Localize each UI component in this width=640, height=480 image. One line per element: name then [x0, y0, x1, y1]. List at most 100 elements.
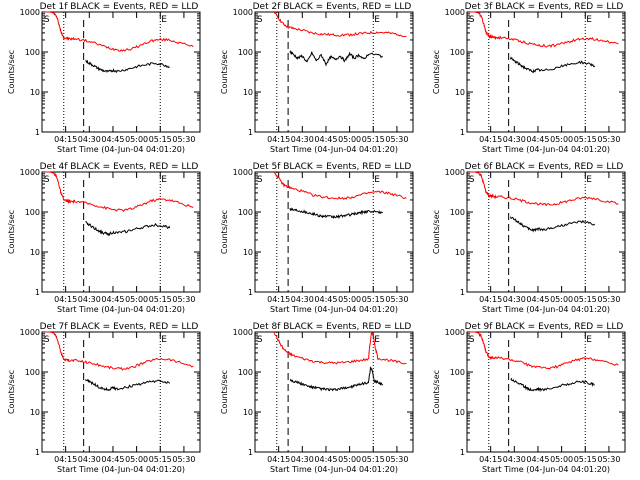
start-marker-label: S — [469, 335, 475, 345]
start-marker-label: S — [44, 15, 50, 25]
y-axis-label: Counts/sec — [220, 370, 229, 414]
y-tick-label: 10 — [243, 248, 253, 257]
events-series-line — [510, 216, 596, 233]
x-tick-label: 05:00 — [338, 135, 361, 144]
x-tick-label: 05:30 — [597, 135, 620, 144]
y-tick-label: 100 — [238, 48, 253, 57]
x-axis-label: Start Time (04-Jun-04 04:01:20) — [270, 305, 398, 314]
end-marker-label: E — [374, 15, 380, 25]
events-series-line — [85, 378, 171, 392]
lld-series-line — [44, 11, 194, 52]
y-tick-label: 10 — [243, 88, 253, 97]
x-tick-label: 04:30 — [503, 455, 526, 464]
start-marker-label: S — [257, 175, 263, 185]
x-tick-label: 05:15 — [574, 135, 597, 144]
end-marker-label: E — [374, 335, 380, 345]
x-tick-label: 05:30 — [172, 455, 195, 464]
x-axis-label: Start Time (04-Jun-04 04:01:20) — [270, 145, 398, 154]
lld-series-line — [273, 171, 407, 200]
y-tick-label: 10 — [30, 88, 40, 97]
chart-title: Det 4f BLACK = Events, RED = LLD — [40, 162, 199, 172]
chart-panel-3: Det 3f BLACK = Events, RED = LLD 1 10 100 10… — [432, 2, 626, 154]
x-tick-label: 05:30 — [385, 295, 408, 304]
x-tick-label: 04:30 — [291, 295, 314, 304]
y-tick-label: 10 — [30, 408, 40, 417]
lld-series-line — [273, 11, 407, 38]
chart-title: Det 7f BLACK = Events, RED = LLD — [40, 322, 199, 332]
y-axis-label: Counts/sec — [220, 50, 229, 94]
y-tick-label: 100 — [450, 368, 465, 377]
plot-frame — [41, 171, 201, 293]
y-tick-label: 10 — [455, 88, 465, 97]
x-tick-label: 04:45 — [101, 135, 124, 144]
end-marker-label: E — [374, 175, 380, 185]
plot-frame — [466, 171, 626, 293]
y-tick-label: 100 — [25, 48, 40, 57]
y-tick-label: 1 — [35, 448, 40, 457]
y-axis-label: Counts/sec — [7, 50, 16, 94]
lld-series-line — [44, 171, 194, 213]
chart-panel-5: Det 5f BLACK = Events, RED = LLD 1 10 100 10… — [220, 162, 414, 314]
x-axis-label: Start Time (04-Jun-04 04:01:20) — [57, 465, 185, 474]
x-tick-label: 05:00 — [550, 455, 573, 464]
y-tick-label: 100 — [25, 208, 40, 217]
y-tick-label: 1 — [248, 128, 253, 137]
lld-series-line — [469, 171, 619, 207]
x-tick-label: 04:45 — [526, 135, 549, 144]
x-tick-label: 04:30 — [78, 295, 101, 304]
x-tick-label: 04:15 — [479, 135, 502, 144]
x-tick-label: 05:15 — [149, 455, 172, 464]
y-axis-label: Counts/sec — [7, 370, 16, 414]
start-marker-label: S — [257, 335, 263, 345]
chart-panel-6: Det 6f BLACK = Events, RED = LLD 1 10 100 10… — [432, 162, 626, 314]
x-axis-label: Start Time (04-Jun-04 04:01:20) — [57, 145, 185, 154]
x-tick-label: 05:15 — [362, 455, 385, 464]
x-tick-label: 05:00 — [125, 455, 148, 464]
x-tick-label: 05:15 — [574, 455, 597, 464]
x-tick-label: 04:30 — [503, 295, 526, 304]
x-tick-label: 04:15 — [54, 135, 77, 144]
lld-series-line — [273, 330, 407, 365]
lld-series-line — [469, 331, 619, 370]
y-tick-label: 10 — [455, 408, 465, 417]
y-axis-label: Counts/sec — [220, 210, 229, 254]
x-tick-label: 05:15 — [149, 295, 172, 304]
x-tick-label: 04:30 — [78, 455, 101, 464]
chart-panel-9: Det 9f BLACK = Events, RED = LLD 1 10 100 10… — [432, 322, 626, 474]
x-tick-label: 05:00 — [550, 135, 573, 144]
end-marker-label: E — [586, 175, 592, 185]
y-tick-label: 100 — [238, 368, 253, 377]
chart-title: Det 5f BLACK = Events, RED = LLD — [253, 162, 412, 172]
x-tick-label: 04:45 — [101, 295, 124, 304]
x-tick-label: 05:30 — [597, 295, 620, 304]
end-marker-label: E — [161, 15, 167, 25]
start-marker-label: S — [257, 15, 263, 25]
chart-panel-7: Det 7f BLACK = Events, RED = LLD 1 10 100 10… — [7, 322, 201, 474]
x-tick-label: 05:15 — [149, 135, 172, 144]
events-series-line — [510, 377, 595, 392]
x-tick-label: 04:45 — [526, 295, 549, 304]
chart-panel-8: Det 8f BLACK = Events, RED = LLD 1 10 100 10… — [220, 322, 414, 474]
chart-panel-1: Det 1f BLACK = Events, RED = LLD 1 10 100 10… — [7, 2, 201, 154]
chart-title: Det 8f BLACK = Events, RED = LLD — [253, 322, 412, 332]
plot-frame — [41, 11, 201, 133]
y-tick-label: 100 — [238, 208, 253, 217]
x-tick-label: 04:45 — [314, 455, 337, 464]
end-marker-label: E — [586, 15, 592, 25]
x-tick-label: 04:30 — [503, 135, 526, 144]
plot-frame — [254, 171, 414, 293]
x-tick-label: 04:30 — [291, 455, 314, 464]
y-tick-label: 1 — [460, 128, 465, 137]
plot-frame — [466, 331, 626, 453]
events-series-line — [85, 59, 170, 74]
x-tick-label: 04:15 — [267, 135, 290, 144]
x-tick-label: 05:00 — [338, 295, 361, 304]
x-tick-label: 04:15 — [54, 295, 77, 304]
y-tick-label: 100 — [450, 48, 465, 57]
end-marker-label: E — [586, 335, 592, 345]
y-tick-label: 1 — [35, 288, 40, 297]
x-tick-label: 05:15 — [574, 295, 597, 304]
x-tick-label: 05:15 — [362, 135, 385, 144]
x-tick-label: 05:00 — [338, 455, 361, 464]
y-tick-label: 1 — [35, 128, 40, 137]
